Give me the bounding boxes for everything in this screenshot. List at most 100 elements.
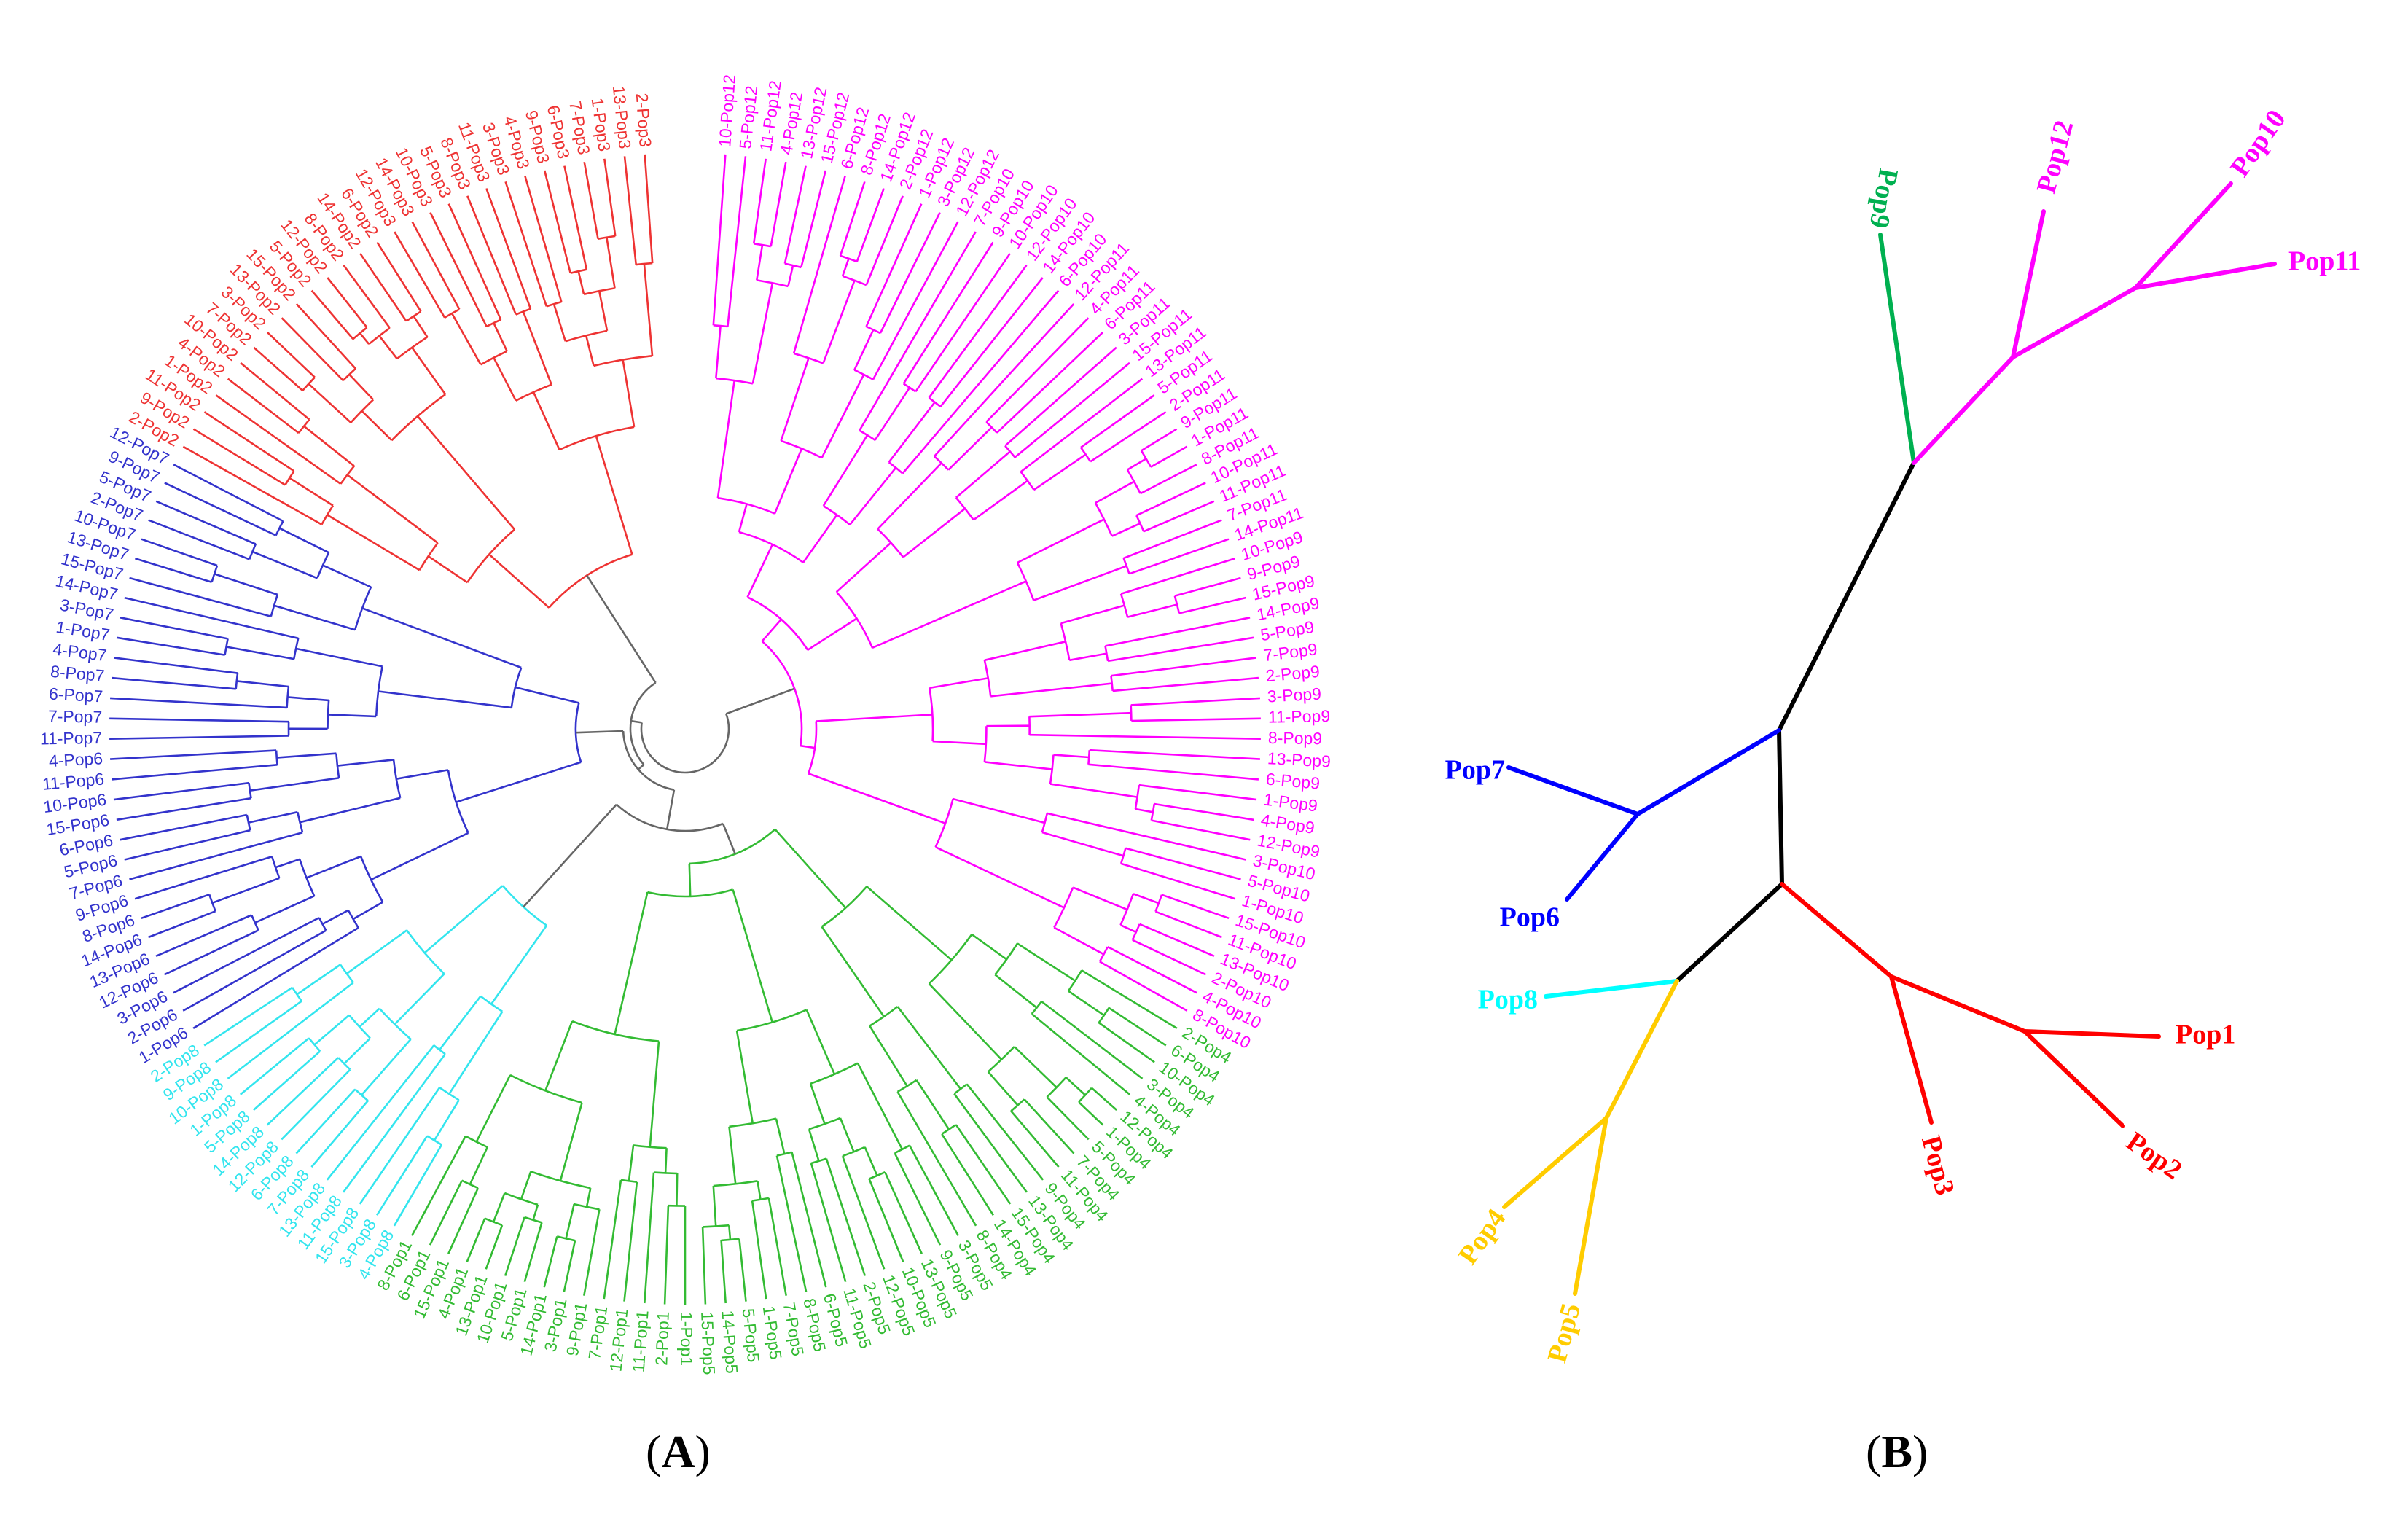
branch <box>872 221 959 380</box>
tree-branch <box>1573 1116 1608 1296</box>
branch <box>281 317 344 381</box>
branch <box>853 329 875 371</box>
branch <box>148 519 250 560</box>
branch <box>932 740 986 746</box>
branch <box>447 1187 480 1254</box>
branch <box>155 500 257 545</box>
branch <box>411 221 461 310</box>
branch <box>783 165 807 264</box>
branch-arc <box>352 327 368 340</box>
branch-arc <box>1067 969 1083 992</box>
branch <box>135 557 212 584</box>
branch <box>1049 783 1138 798</box>
branch <box>1004 346 1117 447</box>
branch-arc <box>418 542 439 571</box>
branch <box>1138 784 1257 801</box>
branch <box>985 317 1090 423</box>
tree-label-pop3: Pop3 <box>1915 1133 1961 1198</box>
branch <box>429 1180 463 1246</box>
branch <box>327 514 421 571</box>
branch <box>215 1000 302 1063</box>
branch <box>990 682 1112 698</box>
branch <box>239 1037 310 1095</box>
branch <box>203 986 293 1047</box>
leaf-label: 1-Pop1 <box>677 1312 696 1366</box>
branch <box>688 863 692 896</box>
branch-arc <box>1094 502 1113 537</box>
tree-branch <box>1544 979 1679 999</box>
branch <box>915 1079 950 1130</box>
branch <box>493 322 508 352</box>
branch-arc <box>842 275 867 286</box>
branch <box>111 676 236 690</box>
branch-arc <box>1130 705 1133 722</box>
branch <box>849 466 897 525</box>
branch <box>1131 717 1261 722</box>
branch <box>337 759 394 767</box>
branch-arc <box>629 681 657 765</box>
branch <box>522 311 552 386</box>
branch <box>485 188 532 310</box>
branch <box>413 316 429 338</box>
branch <box>327 714 377 718</box>
branch <box>807 617 858 651</box>
branch <box>109 717 289 723</box>
branch <box>192 926 359 1030</box>
branch-arc <box>1004 445 1016 458</box>
branch <box>622 359 636 428</box>
leaf-label: 5-Pop5 <box>739 1308 764 1364</box>
branch <box>1135 482 1206 517</box>
branch <box>411 347 447 395</box>
branch <box>493 357 517 402</box>
leaf-label: 8-Pop9 <box>1268 728 1323 748</box>
branch <box>1033 565 1127 601</box>
branch <box>173 464 284 523</box>
branch <box>429 211 488 327</box>
branch <box>141 894 210 920</box>
branch <box>1139 923 1215 957</box>
branch <box>359 253 407 322</box>
branch <box>248 810 298 824</box>
branch-arc <box>1154 894 1163 913</box>
branch-arc <box>1119 848 1127 864</box>
branch <box>129 831 303 880</box>
tree-label-pop8: Pop8 <box>1478 985 1538 1015</box>
branch <box>129 577 272 617</box>
branch <box>203 411 295 472</box>
branch <box>378 690 512 709</box>
branch <box>394 973 445 1025</box>
branch <box>752 158 767 244</box>
branch <box>359 1087 441 1205</box>
branch-arc <box>368 327 391 345</box>
leaf-label: 11-Pop9 <box>1268 706 1331 727</box>
branch <box>113 781 249 801</box>
branch-arc <box>1150 803 1156 821</box>
branch-arc <box>524 1216 542 1224</box>
branch <box>761 618 782 642</box>
branch <box>563 1240 576 1292</box>
branch <box>585 335 595 367</box>
branch <box>253 346 304 391</box>
branch <box>623 1181 638 1302</box>
branch <box>1155 910 1222 939</box>
branch <box>986 724 1030 727</box>
branch <box>971 933 1007 961</box>
branch <box>289 477 334 507</box>
leaf-label: 2-Pop1 <box>652 1311 673 1366</box>
branch <box>227 378 300 434</box>
branch <box>939 277 1044 407</box>
branch <box>1068 990 1105 1017</box>
branch <box>866 886 953 961</box>
branch <box>879 211 941 334</box>
branch <box>532 391 560 450</box>
branch <box>448 1011 504 1095</box>
branch <box>254 895 315 924</box>
branch <box>902 241 994 385</box>
tree-branch <box>1878 233 1916 465</box>
branch <box>792 175 846 354</box>
branch <box>423 885 504 954</box>
branch <box>738 504 748 533</box>
branch <box>722 823 737 855</box>
branch-arc <box>987 1046 1015 1073</box>
tree-branch <box>1565 812 1640 902</box>
